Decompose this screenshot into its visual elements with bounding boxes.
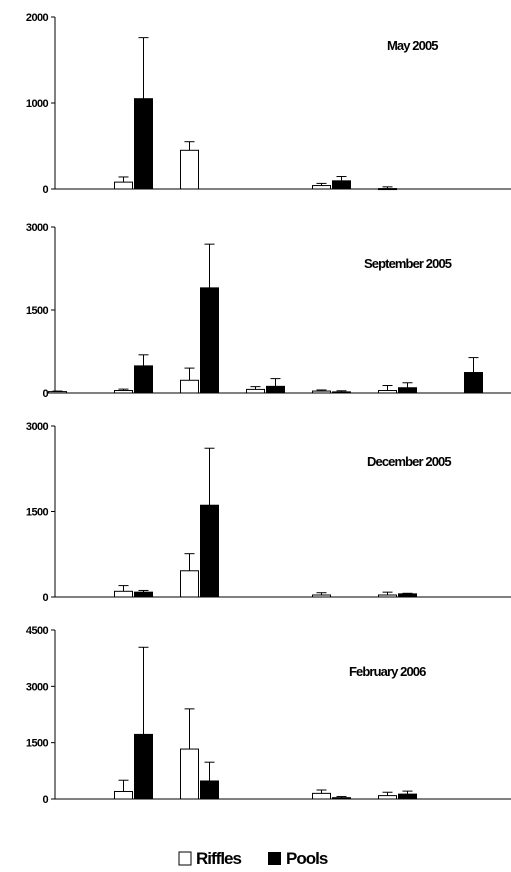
bar-riffles-3 [180,149,199,190]
y-tick-label: 1500 [26,738,49,750]
chart-panel-2: 0 1500 3000 September 2005 [26,222,511,400]
bar-pools-5 [332,797,351,800]
legend-swatch-pools [268,852,281,865]
chart-panels: 0 1000 2000 May 2005 0 1500 3000 September 2005… [26,12,511,806]
bar-pools-5 [332,391,351,394]
bar-pools-2 [134,365,153,394]
legend: Riffles Pools [178,849,329,868]
bar-riffles-5 [312,185,331,190]
y-tick-label: 0 [42,184,48,196]
bar-riffles-5 [312,594,331,598]
y-tick-label: 0 [42,794,48,806]
y-tick-label: 1500 [26,305,49,317]
bar-riffles-2 [114,181,133,190]
bar-pools-6 [398,793,417,800]
panel-title: February 2006 [349,664,426,679]
panel-title: May 2005 [387,38,438,53]
chart-panel-4: 0 1500 3000 4500 February 2006 [26,625,511,806]
panel-title: December 2005 [367,454,451,469]
bar-pools-2 [134,591,153,598]
bar-riffles-1 [48,391,67,394]
y-tick-label: 1500 [26,507,49,519]
bar-riffles-3 [180,748,199,800]
bar-pools-3 [200,287,219,394]
bar-pools-4 [266,385,285,394]
bar-pools-3 [200,780,219,800]
legend-label-riffles: Riffles [196,849,242,868]
bar-riffles-3 [180,379,199,394]
y-tick-label: 1000 [26,98,49,110]
bar-pools-2 [134,98,153,190]
bar-riffles-6 [378,594,397,598]
bar-pools-7 [464,372,483,394]
bar-riffles-3 [180,570,199,598]
bar-riffles-5 [312,792,331,800]
bar-riffles-6 [378,795,397,800]
bar-pools-6 [398,593,417,598]
bar-pools-3 [200,504,219,598]
y-tick-label: 0 [42,592,48,604]
bar-pools-2 [134,733,153,800]
y-tick-label: 3000 [26,421,49,433]
bar-pools-6 [398,387,417,394]
y-tick-label: 2000 [26,12,49,24]
bar-pools-5 [332,180,351,190]
legend-label-pools: Pools [286,849,328,868]
bar-riffles-6 [378,188,397,191]
panel-title: September 2005 [364,256,452,271]
bar-riffles-5 [312,390,331,394]
legend-swatch-riffles [178,851,192,866]
bar-riffles-4 [246,388,265,394]
bar-riffles-2 [114,390,133,394]
chart-panel-1: 0 1000 2000 May 2005 [26,12,511,196]
bar-riffles-2 [114,790,133,800]
y-tick-label: 3000 [26,681,49,693]
y-tick-label: 3000 [26,222,49,234]
y-tick-label: 4500 [26,625,49,637]
y-tick-label: 0 [42,388,48,400]
chart-panel-3: 0 1500 3000 December 2005 [26,421,511,604]
bar-riffles-6 [378,390,397,394]
bar-riffles-2 [114,590,133,598]
